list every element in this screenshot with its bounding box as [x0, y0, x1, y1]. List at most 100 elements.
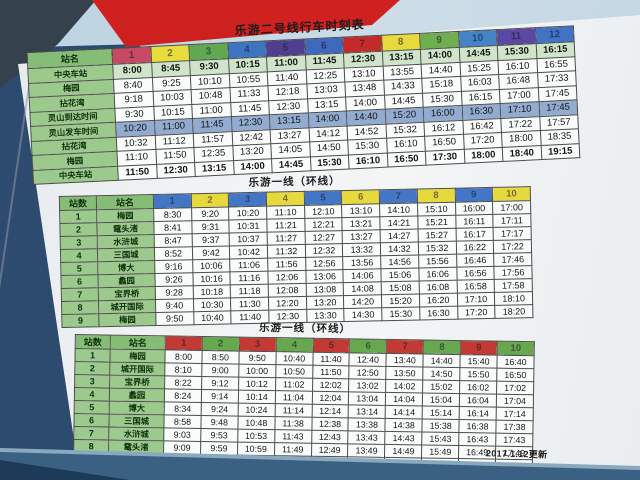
time-cell: 10:14: [238, 390, 276, 404]
time-cell: 14:38: [385, 418, 423, 432]
trip-number-header: 6: [341, 189, 380, 205]
time-cell: 13:50: [386, 366, 424, 380]
time-cell: 17:10: [456, 292, 495, 307]
time-cell: 13:32: [342, 242, 381, 257]
time-cell: 12:32: [305, 243, 344, 258]
time-cell: 12:40: [349, 352, 387, 367]
time-cell: 9:37: [191, 232, 230, 247]
trip-number-header: 2: [202, 336, 240, 352]
time-cell: 17:14: [496, 407, 534, 421]
station-name-cell: 水浒城: [97, 234, 155, 249]
time-cell: 11:27: [267, 231, 306, 246]
time-cell: 12:43: [311, 430, 349, 444]
time-cell: 11:04: [275, 390, 313, 405]
time-cell: 15:32: [418, 241, 457, 255]
time-cell: 13:40: [386, 353, 424, 367]
time-cell: 16:08: [418, 280, 457, 294]
station-name-cell: 三国城: [97, 247, 155, 262]
time-cell: 10:37: [229, 232, 268, 246]
station-number-cell: 8: [61, 300, 99, 315]
time-cell: 17:17: [493, 226, 532, 241]
time-cell: 17:00: [492, 200, 531, 215]
time-cell: 11:06: [230, 258, 268, 272]
time-cell: 17:04: [496, 394, 534, 408]
station-number-cell: 1: [59, 209, 97, 224]
time-cell: 19:15: [540, 143, 580, 160]
time-cell: 16:40: [496, 355, 535, 369]
time-cell: 16:56: [456, 266, 495, 281]
time-cell: 8:00: [164, 349, 203, 364]
time-cell: 16:11: [455, 214, 494, 229]
trip-number-header: 3: [238, 337, 277, 352]
time-cell: 12:27: [304, 230, 343, 245]
time-cell: 9:31: [191, 219, 230, 234]
trip-number-header: 10: [492, 186, 531, 202]
trip-number-header: 8: [417, 188, 456, 204]
trip-number-header: 9: [460, 340, 498, 356]
time-cell: 16:14: [459, 406, 497, 421]
station-name-cell: 博大: [97, 260, 155, 275]
trip-number-header: 7: [379, 189, 418, 204]
time-cell: 12:49: [311, 443, 349, 457]
time-cell: 11:14: [274, 403, 312, 418]
time-cell: 9:48: [200, 415, 238, 430]
time-cell: 18:40: [502, 145, 542, 162]
time-cell: 13:14: [348, 404, 386, 419]
column-header: 站数: [59, 195, 97, 211]
time-cell: 12:02: [312, 378, 350, 392]
time-cell: 11:38: [274, 416, 312, 431]
trip-number-header: 5: [265, 39, 305, 57]
time-cell: 10:06: [192, 258, 231, 273]
time-cell: 15:30: [309, 154, 350, 171]
time-cell: 14:43: [385, 431, 423, 445]
time-cell: 9:42: [192, 245, 231, 260]
station-number-cell: 6: [60, 274, 99, 289]
time-cell: 9:28: [155, 285, 194, 300]
time-cell: 14:49: [384, 444, 422, 458]
time-cell: 12:50: [349, 365, 387, 380]
station-number-cell: 5: [74, 400, 110, 415]
time-cell: 10:30: [193, 297, 232, 312]
time-cell: 11:43: [274, 429, 312, 444]
line2-timetable: 站名 1 2 3 4 5 6 7 8 9 10 11 12 中央车站 8:00 8:45 9:30 10:15 11…: [26, 25, 581, 185]
time-cell: 13:04: [348, 391, 386, 406]
station-name-cell: 蠡园: [109, 388, 165, 402]
time-cell: 17:58: [494, 278, 533, 293]
time-cell: 14:14: [385, 405, 423, 419]
time-cell: 10:00: [238, 364, 276, 378]
time-cell: 11:18: [230, 284, 269, 298]
trip-number-header: 8: [381, 33, 421, 52]
trip-number-header: 5: [304, 190, 342, 206]
time-cell: 13:08: [305, 282, 344, 297]
time-cell: 10:50: [275, 364, 313, 379]
time-cell: 15:38: [422, 418, 460, 433]
trip-number-header: 4: [227, 40, 267, 59]
time-cell: 11:02: [275, 377, 313, 392]
time-cell: 17:46: [493, 252, 532, 267]
time-cell: 16:50: [496, 368, 534, 382]
trip-number-header: 12: [534, 25, 575, 44]
time-cell: 11:50: [312, 365, 350, 379]
time-cell: 13:02: [348, 378, 387, 393]
trip-number-header: 6: [349, 338, 387, 354]
trip-number-header: 7: [342, 35, 382, 54]
time-cell: 14:56: [380, 254, 419, 269]
time-cell: 14:45: [271, 156, 311, 173]
time-cell: 11:16: [230, 271, 269, 285]
time-cell: 10:59: [237, 442, 275, 456]
time-cell: 10:18: [192, 284, 231, 299]
time-cell: 8:30: [153, 207, 192, 222]
station-number-cell: 1: [74, 348, 111, 363]
time-cell: 15:21: [417, 215, 456, 229]
time-cell: 12:08: [268, 283, 307, 298]
time-cell: 12:56: [305, 256, 344, 271]
time-cell: 10:24: [237, 403, 276, 417]
time-cell: 12:14: [311, 404, 349, 418]
time-cell: 12:10: [304, 204, 343, 219]
time-cell: 13:21: [342, 216, 381, 231]
trip-number-header: 2: [190, 192, 229, 208]
time-cell: 16:43: [458, 432, 496, 447]
time-cell: 16:38: [459, 419, 497, 434]
time-cell: 9:50: [238, 351, 276, 365]
time-cell: 15:56: [418, 254, 457, 268]
